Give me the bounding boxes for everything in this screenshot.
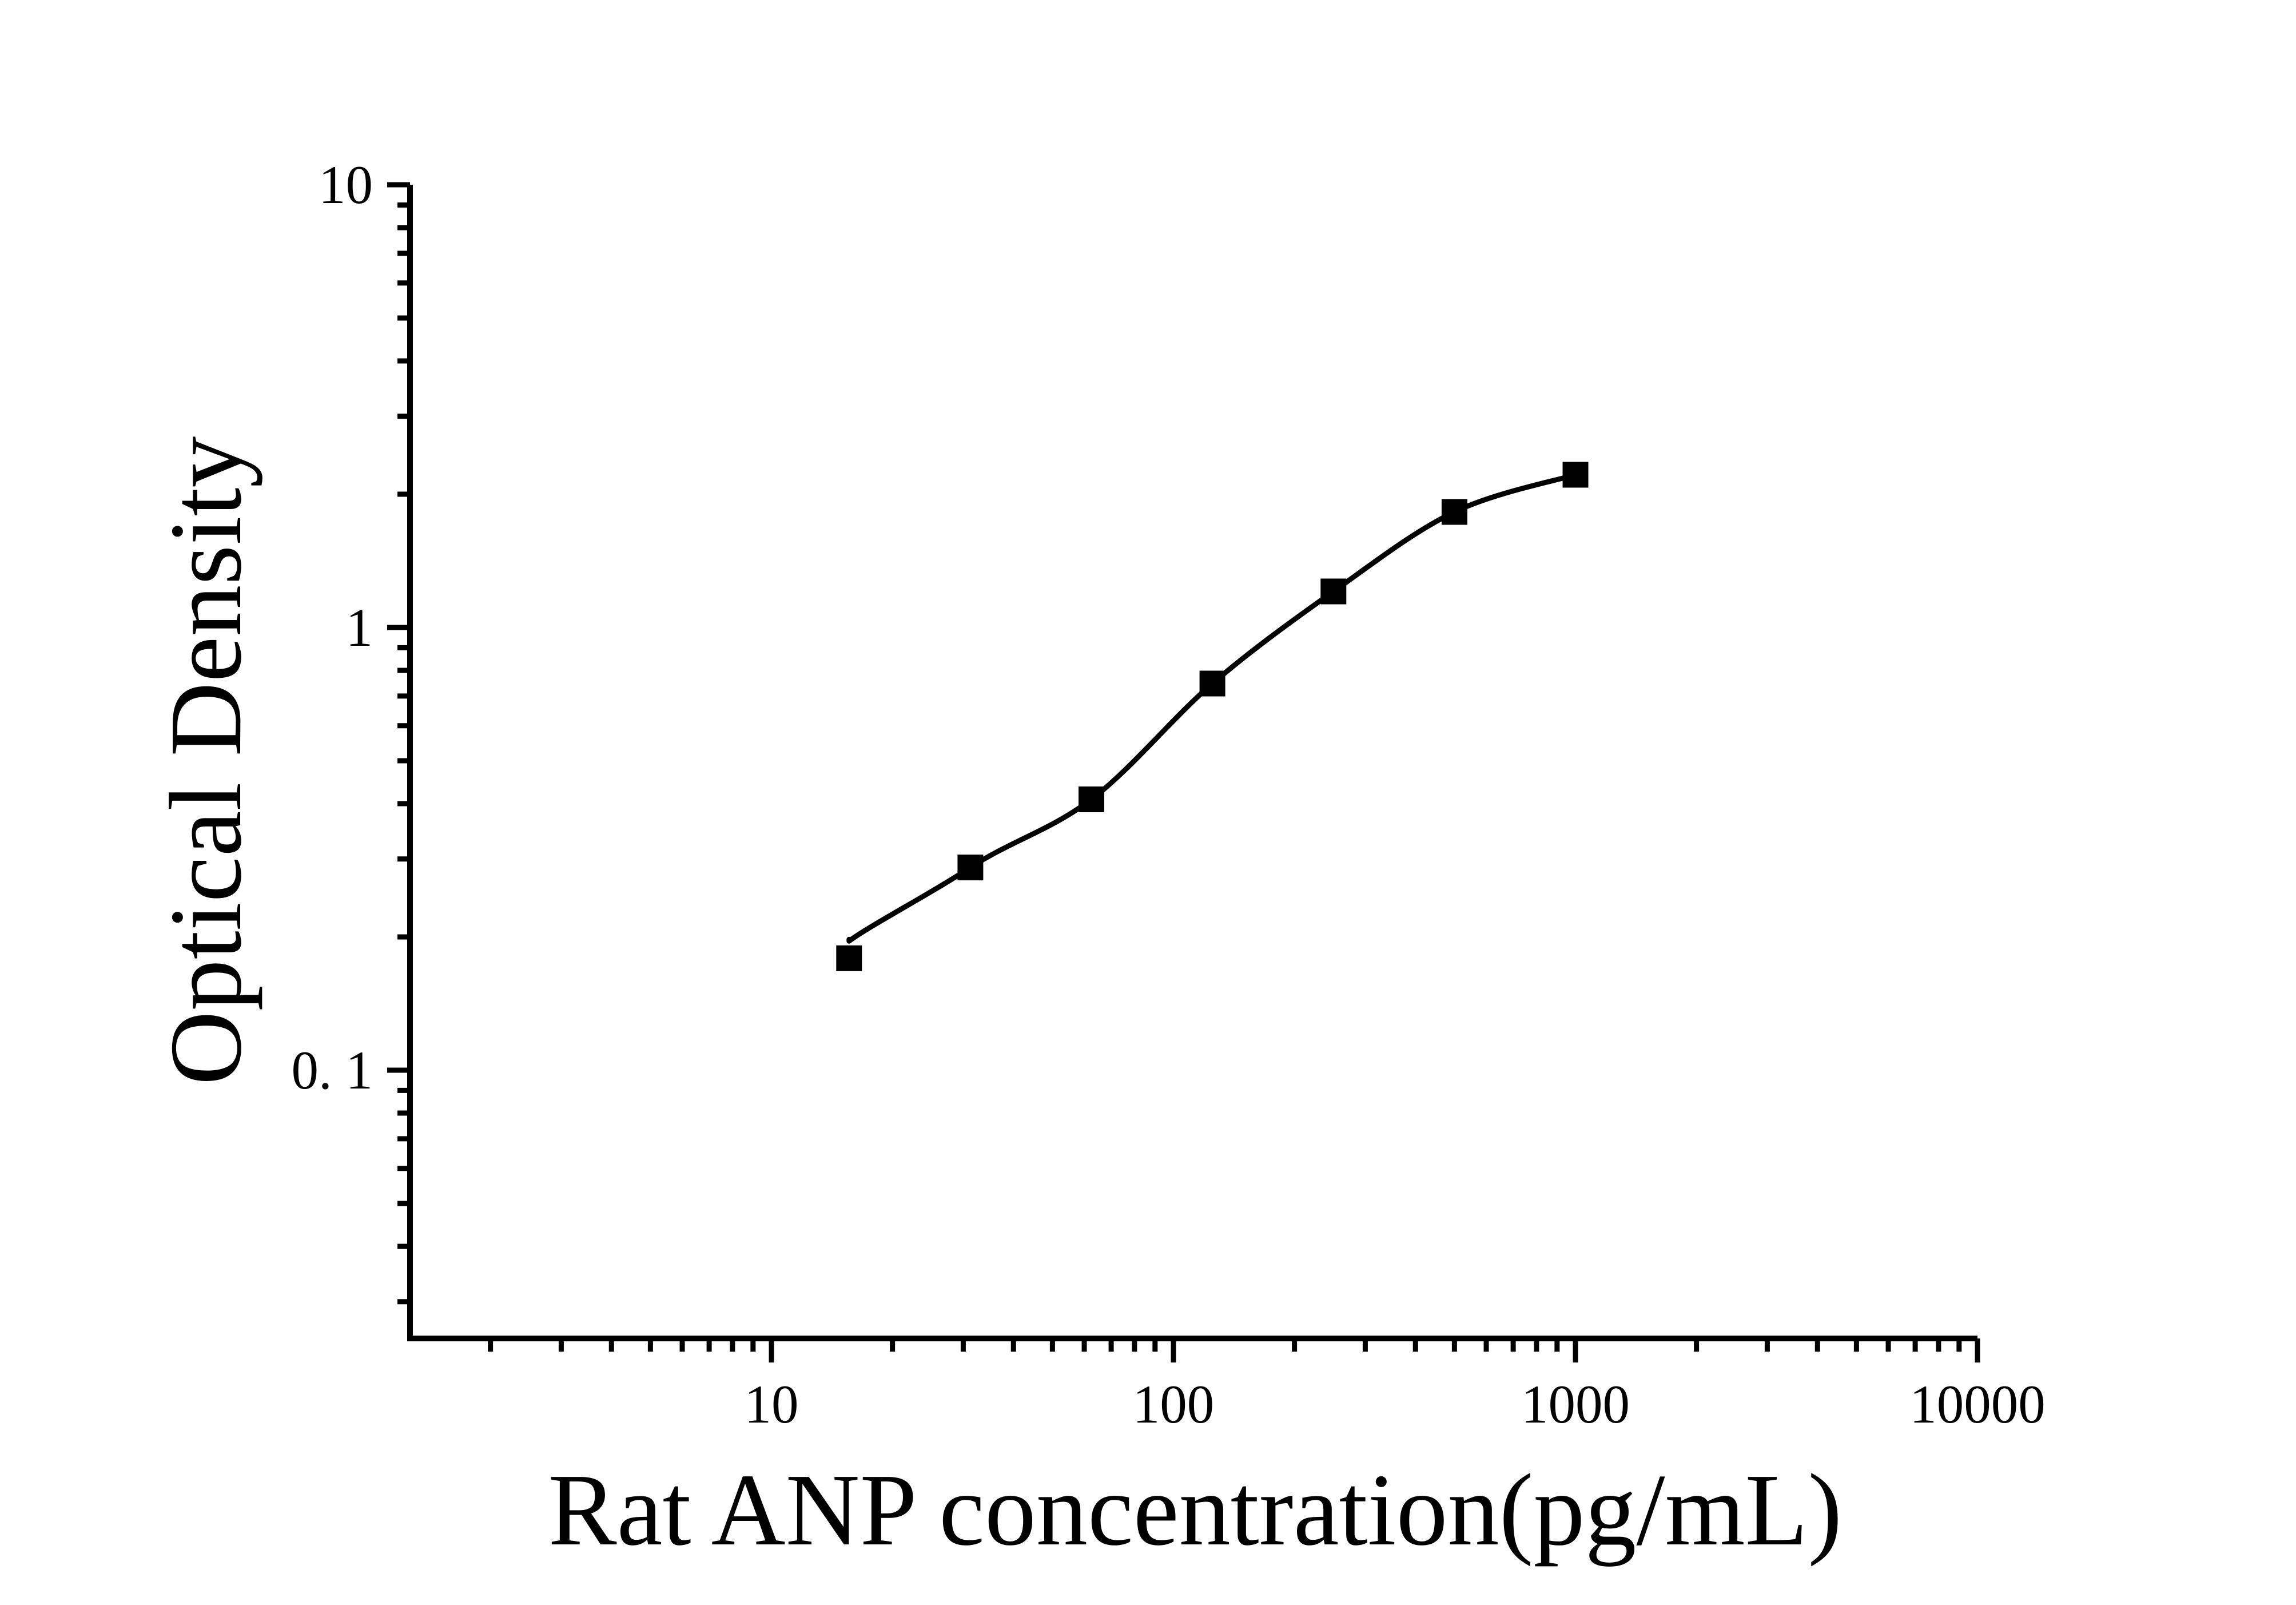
data-point-marker bbox=[1320, 578, 1347, 605]
data-point-marker bbox=[1079, 786, 1104, 812]
y-tick-label: 10 bbox=[319, 154, 373, 215]
x-tick-label: 10000 bbox=[1909, 1374, 2046, 1435]
y-tick-label: 0. 1 bbox=[292, 1040, 373, 1101]
data-points bbox=[836, 462, 1589, 971]
data-point-marker bbox=[1441, 499, 1467, 525]
x-tick-label: 1000 bbox=[1521, 1374, 1630, 1435]
tick-labels: 10 100 1000 10000 10 1 0. 1 bbox=[292, 154, 2046, 1435]
data-point-marker bbox=[1562, 462, 1589, 488]
x-tick-label: 100 bbox=[1133, 1374, 1215, 1435]
y-tick-label: 1 bbox=[346, 597, 373, 658]
data-point-marker bbox=[836, 945, 862, 971]
tick-marks bbox=[387, 182, 1980, 1362]
x-axis-title: Rat ANP concentration(pg/mL) bbox=[548, 1453, 1843, 1567]
data-point-marker bbox=[957, 855, 984, 881]
data-point-marker bbox=[1199, 670, 1225, 697]
x-tick-label: 10 bbox=[745, 1374, 799, 1435]
y-axis-title: Optical Density bbox=[149, 436, 262, 1086]
